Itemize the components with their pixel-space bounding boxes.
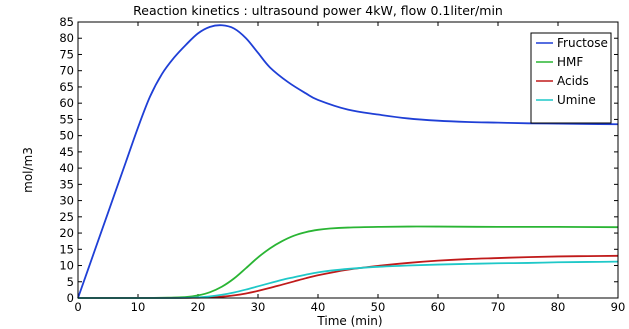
y-tick-label: 75 [59,47,74,61]
y-tick-label: 35 [59,177,74,191]
series-line-umine [77,260,619,299]
x-axis-label: Time (min) [316,314,382,328]
plot-series [77,24,619,299]
x-tick-label: 0 [74,300,81,314]
y-tick-label: 10 [59,259,74,273]
legend-label-fructose: Fructose [557,36,608,50]
y-tick-label: 45 [59,145,74,159]
y-tick-label: 40 [59,161,74,175]
y-axis-ticks: 0 5 10 15 20 25 30 35 40 45 50 55 60 65 70 75 80 85 [59,15,618,305]
y-tick-label: 15 [59,242,74,256]
x-tick-label: 20 [191,300,206,314]
series-line-acids [77,254,619,299]
legend-box [530,32,612,124]
x-tick-label: 50 [371,300,386,314]
y-tick-label: 5 [67,275,74,289]
y-tick-label: 85 [59,15,74,29]
y-tick-label: 55 [59,112,74,126]
y-tick-label: 25 [59,210,74,224]
y-tick-label: 20 [59,226,74,240]
chart-legend: Fructose HMF Acids Umine [530,32,612,124]
y-tick-label: 50 [59,129,74,143]
chart-title: Reaction kinetics : ultrasound power 4kW… [133,3,503,18]
x-axis-ticks: 0 10 20 30 40 50 60 70 80 90 [74,22,625,314]
y-axis-label: mol/m3 [21,147,35,193]
x-tick-label: 60 [431,300,446,314]
plot-frame [77,21,619,299]
y-tick-label: 80 [59,31,74,45]
y-tick-label: 0 [67,291,74,305]
legend-label-hmf: HMF [557,55,583,69]
series-line-hmf [77,225,619,299]
x-tick-label: 90 [611,300,626,314]
y-tick-label: 30 [59,194,74,208]
legend-label-umine: Umine [557,93,596,107]
legend-label-acids: Acids [557,74,589,88]
y-tick-label: 65 [59,80,74,94]
y-tick-label: 60 [59,96,74,110]
x-tick-label: 30 [251,300,266,314]
x-tick-label: 70 [491,300,506,314]
x-tick-label: 40 [311,300,326,314]
x-tick-label: 10 [131,300,146,314]
y-tick-label: 70 [59,64,74,78]
x-tick-label: 80 [551,300,566,314]
series-line-fructose [77,24,619,299]
